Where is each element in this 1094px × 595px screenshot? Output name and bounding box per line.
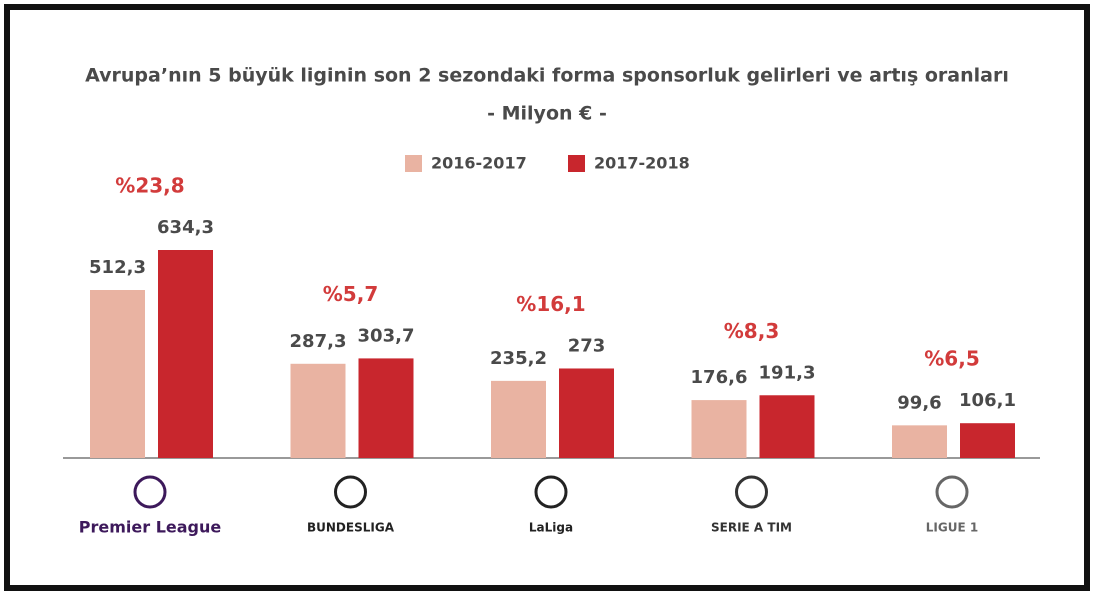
value-label: 287,3: [290, 331, 347, 352]
bar: [358, 358, 414, 458]
value-label: 634,3: [157, 217, 214, 238]
league-name: LaLiga: [529, 521, 573, 535]
legend-swatch: [405, 155, 422, 172]
value-label: 106,1: [959, 390, 1016, 411]
growth-label: %6,5: [924, 347, 979, 371]
bar: [759, 395, 815, 458]
league-logo: [133, 475, 167, 509]
league-name: SERIE A TIM: [711, 521, 792, 535]
bar: [158, 250, 213, 458]
bar: [559, 368, 614, 458]
value-label: 176,6: [691, 367, 748, 388]
value-label: 273: [568, 335, 606, 356]
legend-swatch: [568, 155, 585, 172]
legend-label: 2017-2018: [594, 154, 690, 173]
legend-label: 2016-2017: [431, 154, 527, 173]
bar: [290, 363, 346, 458]
value-label: 303,7: [358, 325, 415, 346]
bar: [892, 425, 947, 458]
growth-label: %16,1: [516, 292, 585, 316]
growth-label: %23,8: [115, 174, 184, 198]
value-label: 512,3: [89, 257, 146, 278]
league-logo: [735, 475, 768, 509]
league-logo: [935, 475, 969, 509]
league-name: Premier League: [79, 518, 222, 537]
league-logo: [334, 475, 367, 509]
bar: [491, 380, 546, 458]
chart-title: Avrupa’nın 5 büyük liginin son 2 sezonda…: [85, 65, 1009, 87]
bar: [90, 290, 145, 458]
bar: [960, 423, 1015, 458]
growth-label: %5,7: [323, 282, 378, 306]
value-label: 99,6: [897, 392, 941, 413]
value-label: 235,2: [490, 348, 547, 369]
value-label: 191,3: [759, 362, 816, 383]
growth-label: %8,3: [724, 319, 779, 343]
league-name: LIGUE 1: [926, 521, 978, 535]
chart-subtitle: - Milyon € -: [487, 103, 607, 125]
league-name: BUNDESLIGA: [307, 521, 395, 535]
league-logo: [534, 475, 568, 509]
bar: [691, 400, 747, 458]
